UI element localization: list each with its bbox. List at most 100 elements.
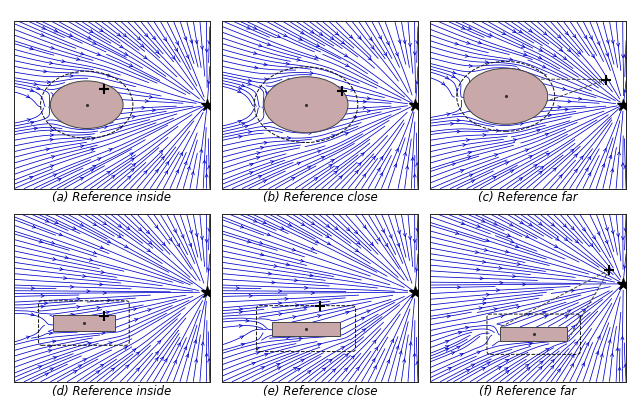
FancyArrowPatch shape	[506, 250, 509, 253]
FancyArrowPatch shape	[308, 132, 312, 134]
FancyArrowPatch shape	[355, 171, 358, 174]
FancyArrowPatch shape	[539, 171, 542, 174]
FancyArrowPatch shape	[257, 347, 260, 350]
FancyArrowPatch shape	[255, 66, 258, 69]
FancyArrowPatch shape	[284, 126, 288, 129]
FancyArrowPatch shape	[452, 71, 456, 74]
FancyArrowPatch shape	[26, 336, 29, 339]
FancyArrowPatch shape	[300, 259, 304, 262]
FancyArrowPatch shape	[46, 148, 49, 151]
FancyArrowPatch shape	[534, 165, 537, 168]
FancyArrowPatch shape	[341, 41, 344, 44]
FancyArrowPatch shape	[137, 37, 140, 40]
FancyArrowPatch shape	[329, 165, 332, 168]
FancyArrowPatch shape	[442, 82, 445, 85]
FancyArrowPatch shape	[322, 368, 326, 371]
FancyArrowPatch shape	[465, 326, 468, 329]
FancyArrowPatch shape	[571, 289, 574, 292]
FancyArrowPatch shape	[259, 242, 262, 244]
X-axis label: (b) Reference close: (b) Reference close	[262, 191, 378, 205]
FancyArrowPatch shape	[372, 156, 375, 160]
FancyArrowPatch shape	[181, 234, 184, 238]
FancyArrowPatch shape	[484, 248, 488, 251]
FancyArrowPatch shape	[520, 221, 523, 224]
FancyArrowPatch shape	[372, 340, 376, 344]
FancyArrowPatch shape	[194, 340, 196, 343]
FancyArrowPatch shape	[389, 234, 392, 238]
FancyArrowPatch shape	[256, 156, 260, 159]
FancyArrowPatch shape	[49, 345, 52, 348]
FancyArrowPatch shape	[236, 287, 239, 290]
FancyArrowPatch shape	[316, 44, 319, 46]
FancyArrowPatch shape	[207, 166, 211, 169]
FancyArrowPatch shape	[452, 75, 455, 78]
FancyArrowPatch shape	[301, 359, 304, 362]
FancyArrowPatch shape	[611, 40, 614, 44]
FancyArrowPatch shape	[374, 366, 376, 369]
FancyArrowPatch shape	[363, 106, 366, 109]
FancyArrowPatch shape	[363, 174, 366, 177]
FancyArrowPatch shape	[186, 55, 189, 58]
FancyArrowPatch shape	[567, 310, 571, 313]
FancyArrowPatch shape	[292, 248, 296, 251]
FancyArrowPatch shape	[30, 121, 34, 124]
FancyArrowPatch shape	[611, 353, 614, 356]
FancyArrowPatch shape	[458, 331, 461, 334]
FancyArrowPatch shape	[201, 342, 204, 345]
FancyArrowPatch shape	[539, 366, 542, 370]
FancyArrowPatch shape	[148, 241, 152, 244]
FancyArrowPatch shape	[49, 332, 52, 334]
FancyArrowPatch shape	[605, 240, 608, 244]
FancyArrowPatch shape	[605, 227, 609, 231]
FancyArrowPatch shape	[508, 337, 511, 341]
FancyArrowPatch shape	[468, 27, 471, 29]
FancyArrowPatch shape	[480, 277, 483, 280]
FancyArrowPatch shape	[144, 171, 147, 174]
FancyArrowPatch shape	[513, 139, 516, 142]
FancyArrowPatch shape	[445, 76, 449, 79]
FancyArrowPatch shape	[166, 162, 169, 165]
FancyArrowPatch shape	[260, 253, 264, 256]
FancyArrowPatch shape	[385, 243, 388, 247]
FancyArrowPatch shape	[563, 56, 566, 60]
FancyArrowPatch shape	[328, 359, 332, 362]
FancyArrowPatch shape	[520, 122, 523, 125]
FancyArrowPatch shape	[134, 319, 138, 322]
FancyArrowPatch shape	[92, 137, 95, 140]
FancyArrowPatch shape	[34, 83, 37, 85]
FancyArrowPatch shape	[355, 230, 358, 234]
FancyArrowPatch shape	[241, 84, 244, 87]
FancyArrowPatch shape	[481, 115, 484, 118]
FancyArrowPatch shape	[276, 364, 280, 366]
FancyArrowPatch shape	[415, 163, 419, 166]
FancyArrowPatch shape	[307, 371, 311, 374]
FancyArrowPatch shape	[416, 361, 419, 365]
FancyArrowPatch shape	[80, 178, 83, 181]
FancyArrowPatch shape	[42, 26, 45, 29]
FancyArrowPatch shape	[477, 351, 481, 354]
FancyArrowPatch shape	[321, 156, 324, 159]
FancyArrowPatch shape	[361, 153, 364, 156]
FancyArrowPatch shape	[367, 310, 370, 313]
FancyArrowPatch shape	[349, 35, 353, 38]
FancyArrowPatch shape	[553, 168, 556, 171]
FancyArrowPatch shape	[445, 349, 449, 351]
FancyArrowPatch shape	[557, 35, 561, 38]
FancyArrowPatch shape	[97, 306, 100, 310]
FancyArrowPatch shape	[369, 37, 372, 40]
FancyArrowPatch shape	[253, 51, 257, 54]
FancyArrowPatch shape	[334, 171, 337, 174]
FancyArrowPatch shape	[563, 87, 566, 90]
FancyArrowPatch shape	[195, 40, 198, 44]
FancyArrowPatch shape	[26, 95, 29, 98]
FancyArrowPatch shape	[311, 291, 314, 295]
FancyArrowPatch shape	[397, 230, 401, 234]
FancyArrowPatch shape	[577, 51, 580, 54]
FancyArrowPatch shape	[493, 308, 497, 311]
FancyArrowPatch shape	[100, 29, 103, 32]
FancyArrowPatch shape	[387, 360, 390, 363]
FancyArrowPatch shape	[346, 228, 349, 231]
FancyArrowPatch shape	[380, 173, 383, 176]
FancyArrowPatch shape	[358, 36, 361, 39]
FancyArrowPatch shape	[589, 36, 592, 39]
